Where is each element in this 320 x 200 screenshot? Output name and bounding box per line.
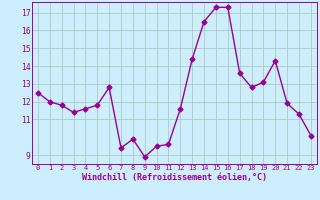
X-axis label: Windchill (Refroidissement éolien,°C): Windchill (Refroidissement éolien,°C) xyxy=(82,173,267,182)
